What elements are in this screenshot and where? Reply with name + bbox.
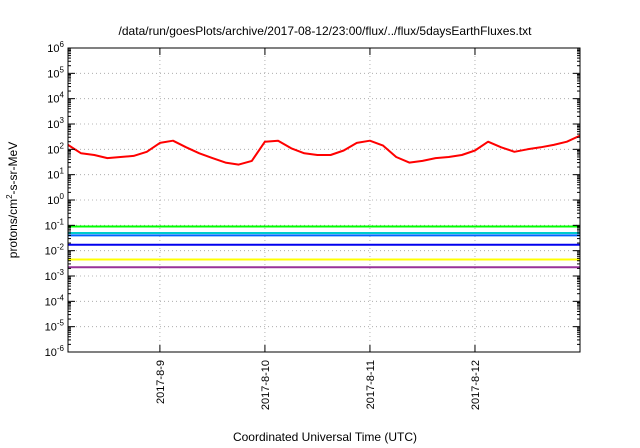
y-tick-label: 102 <box>47 141 64 156</box>
x-tick-labels: 2017-8-9 2017-8-10 2017-8-11 2017-8-12 <box>155 360 482 410</box>
y-tick-label: 10-2 <box>45 243 65 258</box>
chart-title: /data/run/goesPlots/archive/2017-08-12/2… <box>119 24 533 38</box>
grid-lines <box>68 48 580 352</box>
x-tick-label: 2017-8-10 <box>260 360 272 410</box>
y-tick-labels: 10-6 10-5 10-4 10-3 10-2 10-1 100 101 102 103 104 1… <box>45 40 65 359</box>
y-tick-label: 105 <box>47 65 64 80</box>
y-tick-label: 10-5 <box>45 319 65 334</box>
x-tick-label: 2017-8-12 <box>470 360 482 410</box>
x-tick-label: 2017-8-11 <box>365 360 377 409</box>
y-tick-label: 10-3 <box>45 268 65 283</box>
x-axis-label: Coordinated Universal Time (UTC) <box>233 430 417 444</box>
y-tick-label: 101 <box>47 167 64 182</box>
x-tick-label: 2017-8-9 <box>155 360 167 404</box>
y-tick-label: 106 <box>47 40 64 55</box>
y-tick-label: 10-1 <box>45 217 65 232</box>
y-tick-label: 100 <box>47 192 64 207</box>
axis-ticks <box>68 47 580 353</box>
series-group <box>67 134 581 269</box>
y-tick-label: 104 <box>47 91 64 106</box>
y-axis-label: protons/cm2-s-sr-MeV <box>5 142 20 258</box>
y-tick-label: 10-4 <box>45 293 65 308</box>
y-tick-label: 10-6 <box>45 344 65 359</box>
y-tick-label: 103 <box>47 116 64 131</box>
series-line-1 <box>67 134 581 166</box>
